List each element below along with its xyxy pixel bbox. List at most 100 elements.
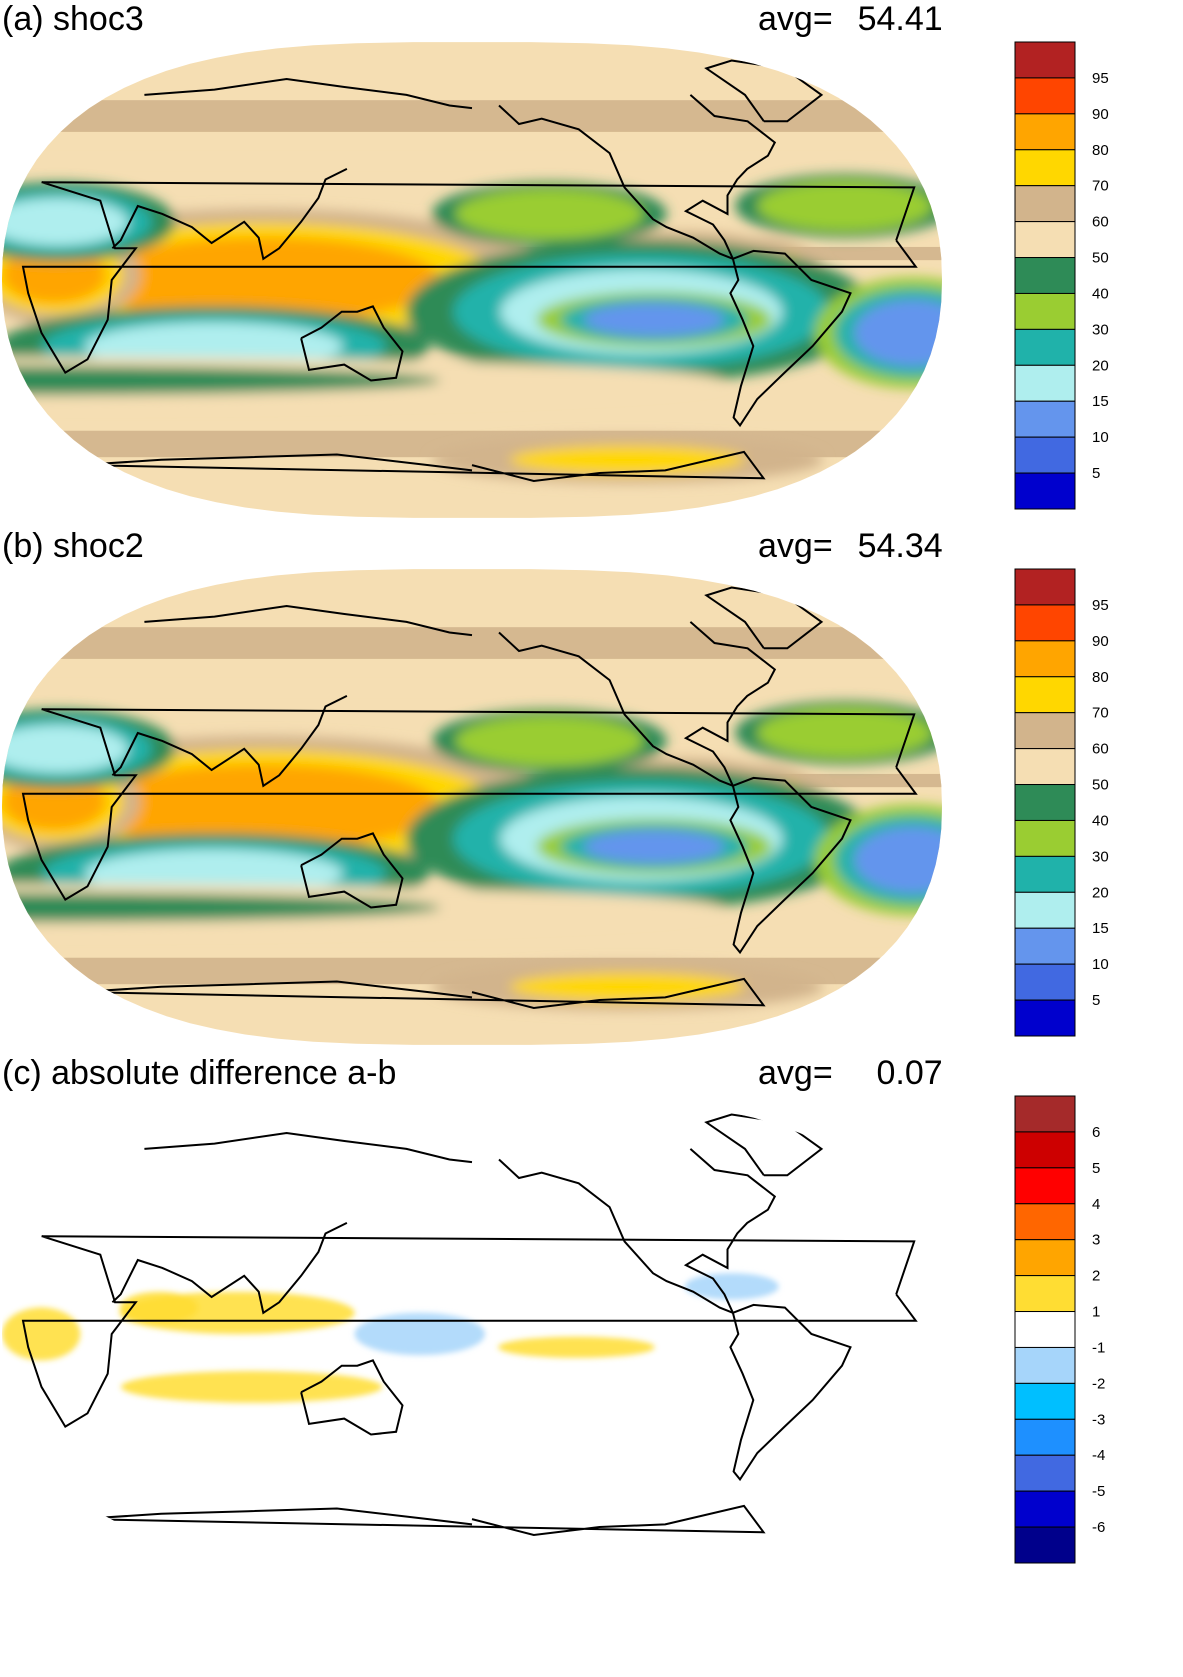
coastline [300, 832, 404, 909]
avg-label: avg= [758, 527, 833, 565]
average-readout: avg= 54.41 [758, 0, 943, 39]
colorbar: 6 5 4 3 2 1 -1 -2 -3 -4 -5 -6 [1014, 1095, 1105, 1564]
colorbar-tick-label: 4 [1092, 1196, 1100, 1213]
colorbar-tick-label: -6 [1092, 1519, 1105, 1536]
map-plot [2, 1096, 942, 1572]
avg-value: 0.07 [876, 1054, 943, 1092]
panel-title: (c) absolute difference a-b [2, 1054, 397, 1092]
diff-central-pacific-positive [498, 1336, 655, 1358]
colorbar-tick-label: -5 [1092, 1483, 1105, 1500]
coastline [683, 1148, 777, 1314]
colorbar-swatch [1014, 292, 1076, 330]
field-south-atlantic-low [854, 299, 942, 367]
colorbar-swatch [1014, 784, 1076, 821]
field-indian-ocean-high [86, 237, 440, 323]
colorbar-tick-label: 50 [1092, 777, 1109, 794]
zonal-band [2, 677, 942, 699]
coastline [144, 77, 473, 110]
diff-caribbean-negative [684, 1273, 779, 1300]
coastline [21, 1235, 918, 1428]
coastline [144, 1131, 473, 1164]
colorbar-swatch [1014, 364, 1076, 402]
colorbar-tick-label: 10 [1092, 429, 1109, 446]
coastline [111, 1222, 348, 1315]
colorbar-tick-label: 15 [1092, 920, 1109, 937]
colorbar-tick-label: -3 [1092, 1411, 1105, 1428]
colorbar-tick-label: 30 [1092, 848, 1109, 865]
colorbar-tick-label: 95 [1092, 597, 1109, 614]
colorbar-swatch [1014, 748, 1076, 786]
field-se-pacific-core [583, 830, 725, 864]
zonal-band [2, 150, 942, 172]
colorbar-tick-label: 30 [1092, 321, 1109, 338]
coastline [78, 977, 766, 1010]
field-se-pacific-core [583, 303, 725, 337]
colorbar-tick-label: 5 [1092, 465, 1100, 482]
field-antarctic-coast-yellow [509, 445, 745, 475]
colorbar-tick-label: 1 [1092, 1304, 1100, 1321]
colorbar-swatch [1014, 1167, 1076, 1205]
diff-south-indian-positive [121, 1371, 383, 1403]
coastline [683, 94, 777, 260]
colorbar-tick-label: 95 [1092, 70, 1109, 87]
colorbar-swatch [1014, 568, 1076, 606]
map-plot [2, 569, 942, 1045]
colorbar-swatch [1014, 999, 1076, 1037]
colorbar-swatch [1014, 1203, 1076, 1241]
colorbar-swatch [1014, 1454, 1076, 1492]
panel-b: (b) shoc2 avg= 54.34 95 90 80 70 60 50 40 30 20 15… [0, 527, 1183, 1057]
colorbar-tick-label: 60 [1092, 741, 1109, 758]
panel-c: (c) absolute difference a-b avg= 0.07 6 5 4… [0, 1054, 1183, 1584]
colorbar-tick-label: 70 [1092, 178, 1109, 195]
average-readout: avg= 0.07 [758, 1054, 943, 1093]
colorbar-swatch [1014, 41, 1076, 79]
colorbar-tick-label: 10 [1092, 956, 1109, 973]
colorbar-tick-label: 50 [1092, 250, 1109, 267]
colorbar: 95 90 80 70 60 50 40 30 20 15 10 5 [1014, 41, 1109, 510]
panel-title: (b) shoc2 [2, 527, 144, 565]
coastline [498, 1158, 734, 1314]
diff-africa-positive [2, 1307, 81, 1361]
coastline [21, 181, 918, 374]
colorbar-swatch [1014, 77, 1076, 115]
panel-title: (a) shoc3 [2, 0, 144, 38]
colorbar-tick-label: 6 [1092, 1124, 1100, 1141]
colorbar-swatch [1014, 712, 1076, 750]
field-north-africa-low [2, 725, 129, 773]
colorbar-swatch [1014, 963, 1076, 1001]
coastline [683, 621, 777, 787]
avg-value: 54.41 [857, 0, 943, 38]
coastline [111, 168, 348, 261]
colorbar-swatch [1014, 1346, 1076, 1384]
field-north-africa-low [2, 198, 129, 246]
colorbar-tick-label: 20 [1092, 884, 1109, 901]
colorbar: 95 90 80 70 60 50 40 30 20 15 10 5 [1014, 568, 1109, 1037]
colorbar-swatch [1014, 221, 1076, 259]
colorbar-swatch [1014, 1382, 1076, 1420]
colorbar-tick-label: 60 [1092, 214, 1109, 231]
colorbar-tick-label: 40 [1092, 812, 1109, 829]
colorbar-swatch [1014, 1095, 1076, 1133]
field-north-pacific-green [478, 721, 620, 760]
coastline [111, 695, 348, 788]
colorbar-swatch [1014, 185, 1076, 223]
colorbar-swatch [1014, 436, 1076, 474]
avg-label: avg= [758, 1054, 833, 1092]
avg-value: 54.34 [857, 527, 943, 565]
field-north-atlantic-green [778, 186, 911, 225]
coastline [729, 776, 852, 955]
colorbar-swatch [1014, 149, 1076, 187]
colorbar-tick-label: 20 [1092, 357, 1109, 374]
coastline [300, 1359, 404, 1436]
diff-arabian-sea-positive [119, 1291, 199, 1324]
colorbar-tick-label: -1 [1092, 1339, 1105, 1356]
colorbar-swatch [1014, 891, 1076, 929]
colorbar-tick-label: -4 [1092, 1447, 1105, 1464]
colorbar-swatch [1014, 1490, 1076, 1528]
colorbar-swatch [1014, 640, 1076, 678]
colorbar-swatch [1014, 328, 1076, 366]
colorbar-tick-label: 5 [1092, 992, 1100, 1009]
colorbar-tick-label: 80 [1092, 669, 1109, 686]
colorbar-swatch [1014, 1311, 1076, 1348]
field-south-atlantic-low [854, 826, 942, 894]
